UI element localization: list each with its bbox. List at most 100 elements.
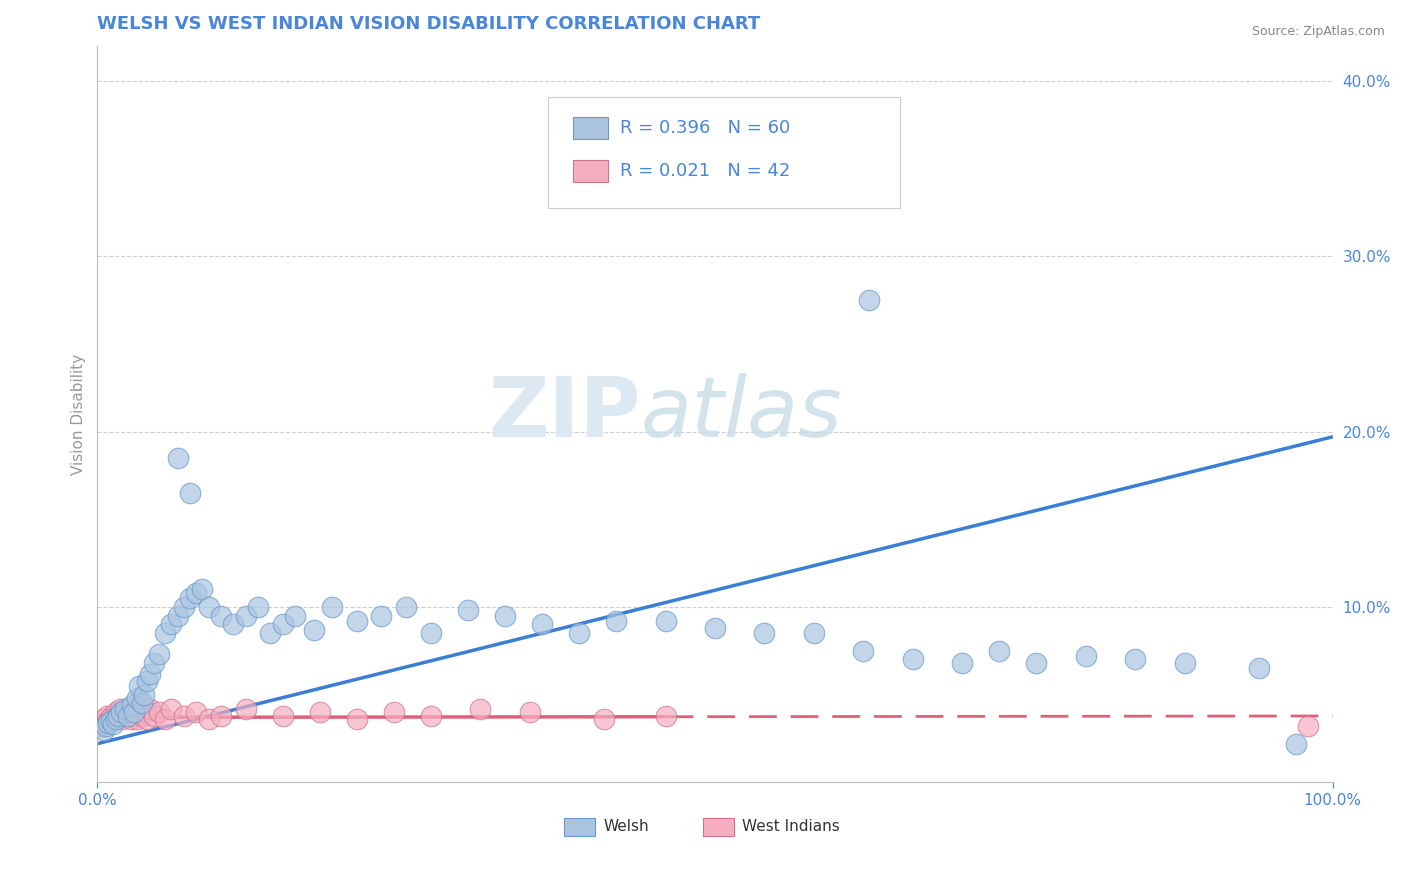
Point bbox=[96, 708, 118, 723]
Point bbox=[104, 712, 127, 726]
Point bbox=[370, 608, 392, 623]
Point bbox=[197, 599, 219, 614]
Point bbox=[592, 712, 614, 726]
Point bbox=[112, 705, 135, 719]
Bar bbox=[564, 818, 595, 836]
Point bbox=[103, 712, 125, 726]
Text: West Indians: West Indians bbox=[742, 819, 839, 834]
Point bbox=[143, 656, 166, 670]
Point bbox=[117, 708, 139, 723]
Bar bbox=[574, 160, 607, 182]
Point bbox=[852, 644, 875, 658]
Point bbox=[155, 626, 177, 640]
Point bbox=[419, 626, 441, 640]
Point bbox=[222, 617, 245, 632]
Text: ZIP: ZIP bbox=[488, 374, 641, 454]
Point bbox=[209, 708, 232, 723]
Point bbox=[121, 698, 143, 712]
Point bbox=[1247, 661, 1270, 675]
Point bbox=[988, 644, 1011, 658]
Point bbox=[131, 708, 153, 723]
Point bbox=[1173, 656, 1195, 670]
Point bbox=[754, 626, 776, 640]
Point bbox=[950, 656, 973, 670]
Point bbox=[135, 673, 157, 688]
Point bbox=[259, 626, 281, 640]
Text: R = 0.396   N = 60: R = 0.396 N = 60 bbox=[620, 120, 790, 137]
Point bbox=[128, 701, 150, 715]
Point bbox=[173, 708, 195, 723]
Point bbox=[93, 712, 115, 726]
Text: WELSH VS WEST INDIAN VISION DISABILITY CORRELATION CHART: WELSH VS WEST INDIAN VISION DISABILITY C… bbox=[97, 15, 761, 33]
Point bbox=[654, 708, 676, 723]
Text: Source: ZipAtlas.com: Source: ZipAtlas.com bbox=[1251, 25, 1385, 38]
Point bbox=[302, 623, 325, 637]
Point bbox=[173, 599, 195, 614]
Point bbox=[94, 715, 117, 730]
Point bbox=[148, 705, 170, 719]
Point bbox=[382, 705, 405, 719]
Point bbox=[321, 599, 343, 614]
Point bbox=[166, 608, 188, 623]
Point bbox=[1074, 648, 1097, 663]
Point bbox=[100, 710, 122, 724]
FancyBboxPatch shape bbox=[548, 97, 900, 208]
Point bbox=[179, 591, 201, 606]
Point bbox=[246, 599, 269, 614]
Point bbox=[134, 688, 156, 702]
Point bbox=[160, 617, 183, 632]
Point bbox=[308, 705, 330, 719]
Point bbox=[209, 608, 232, 623]
Point bbox=[111, 712, 134, 726]
Point bbox=[419, 708, 441, 723]
Point bbox=[803, 626, 825, 640]
Point bbox=[117, 701, 139, 715]
Point bbox=[107, 708, 129, 723]
Point bbox=[110, 705, 132, 719]
Point bbox=[271, 617, 294, 632]
Point bbox=[901, 652, 924, 666]
Text: R = 0.021   N = 42: R = 0.021 N = 42 bbox=[620, 161, 790, 180]
Point bbox=[179, 486, 201, 500]
Point bbox=[704, 621, 727, 635]
Point bbox=[100, 714, 122, 728]
Point bbox=[114, 701, 136, 715]
Point bbox=[235, 701, 257, 715]
Point bbox=[125, 691, 148, 706]
Point bbox=[568, 626, 591, 640]
Bar bbox=[574, 117, 607, 139]
Point bbox=[139, 701, 162, 715]
Point bbox=[519, 705, 541, 719]
Point bbox=[191, 582, 214, 597]
Point bbox=[108, 701, 131, 715]
Point bbox=[858, 293, 880, 307]
Point bbox=[124, 705, 146, 719]
Point bbox=[134, 705, 156, 719]
Point bbox=[128, 679, 150, 693]
Point bbox=[395, 599, 418, 614]
Point bbox=[1285, 737, 1308, 751]
Point bbox=[160, 701, 183, 715]
Point bbox=[186, 586, 208, 600]
Point bbox=[105, 708, 128, 723]
Point bbox=[346, 712, 368, 726]
Point bbox=[605, 614, 627, 628]
Y-axis label: Vision Disability: Vision Disability bbox=[72, 353, 86, 475]
Point bbox=[470, 701, 492, 715]
Text: atlas: atlas bbox=[641, 374, 842, 454]
Point bbox=[1025, 656, 1047, 670]
Point bbox=[155, 712, 177, 726]
Point bbox=[186, 705, 208, 719]
Point bbox=[284, 608, 307, 623]
Point bbox=[166, 450, 188, 465]
Text: Welsh: Welsh bbox=[603, 819, 650, 834]
Point bbox=[90, 719, 112, 733]
Point bbox=[271, 708, 294, 723]
Point bbox=[235, 608, 257, 623]
Point bbox=[114, 708, 136, 723]
Point bbox=[104, 705, 127, 719]
Point bbox=[148, 647, 170, 661]
Point bbox=[131, 696, 153, 710]
Point bbox=[97, 714, 120, 728]
Point bbox=[125, 712, 148, 726]
